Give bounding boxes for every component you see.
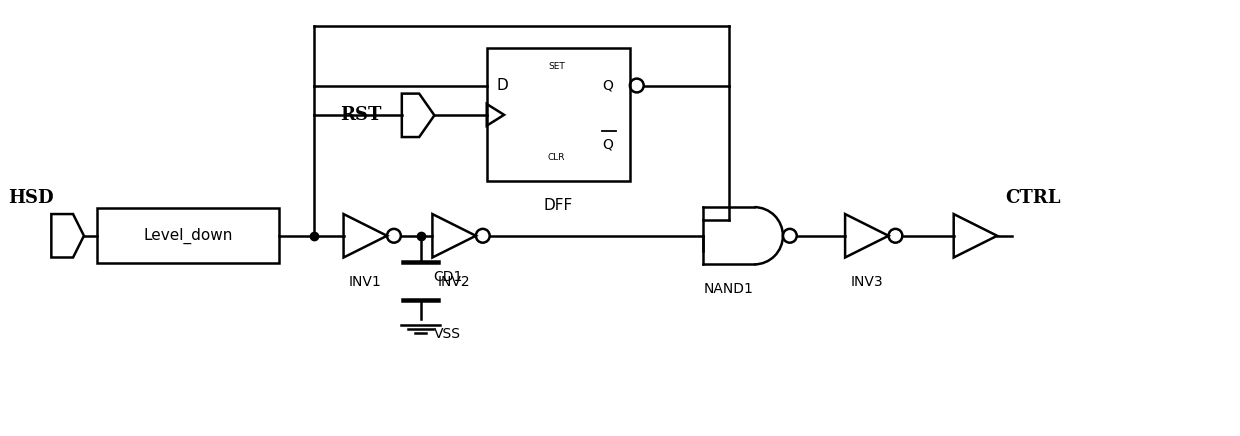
Text: CLR: CLR [548,153,565,162]
Text: INV1: INV1 [348,275,382,289]
Text: Level_down: Level_down [144,228,233,244]
Text: Q: Q [603,137,613,151]
Text: NAND1: NAND1 [703,282,754,296]
Text: HSD: HSD [7,189,53,207]
Bar [97,208,279,263]
Text: D: D [496,78,508,93]
Text: SET: SET [548,62,564,72]
Bar [487,48,630,181]
Text: RST: RST [341,106,382,124]
Text: CTRL: CTRL [1006,189,1060,207]
Text: INV3: INV3 [851,275,883,289]
Text: Q: Q [603,78,613,92]
Text: DFF: DFF [543,198,573,213]
Text: INV2: INV2 [438,275,470,289]
Text: VSS: VSS [434,327,460,341]
Text: CD1: CD1 [434,270,463,284]
